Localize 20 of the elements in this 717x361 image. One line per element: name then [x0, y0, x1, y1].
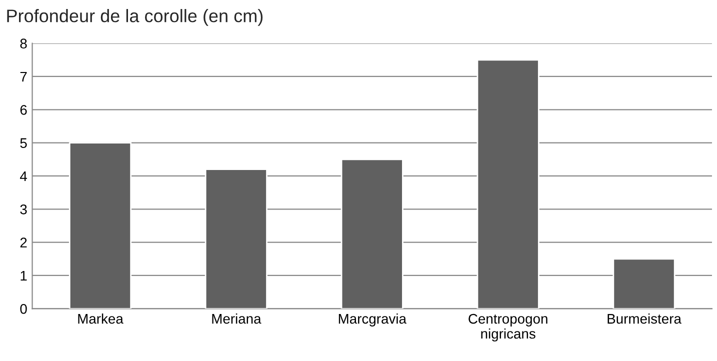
y-tick-label: 2 [20, 238, 27, 248]
bar [68, 142, 132, 309]
y-tick-label: 4 [20, 171, 27, 182]
x-tick-label: Meriana [212, 314, 262, 324]
y-tick-label: 7 [20, 72, 27, 82]
x-tick-label: Marcgravia [338, 314, 406, 326]
y-tick-label: 0 [20, 304, 27, 314]
x-tick-label: Centropogon nigricans [468, 314, 548, 342]
bar [476, 59, 540, 309]
bar [612, 258, 676, 309]
x-tick-label: Markea [78, 314, 124, 324]
y-tick-label: 3 [20, 204, 27, 214]
y-tick-label: 6 [20, 104, 27, 115]
y-tick-label: 1 [20, 270, 27, 281]
y-tick-label: 5 [20, 138, 27, 148]
y-tick-label: 8 [20, 38, 27, 48]
x-tick-label: Burmeistera [608, 314, 682, 324]
bar [204, 168, 268, 309]
chart-title: Profondeur de la corolle (en cm) [7, 9, 263, 26]
bar [340, 158, 404, 309]
